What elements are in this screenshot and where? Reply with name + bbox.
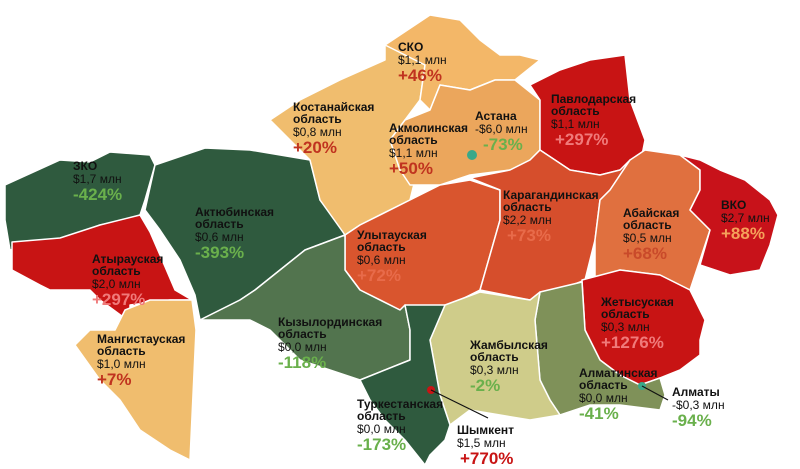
label-zhambyl: Жамбылская область $0,3 млн -2%: [470, 338, 548, 395]
label-vko: ВКО $2,7 млн +88%: [721, 198, 770, 243]
shymkent-leader-line: [430, 389, 489, 419]
label-ulytau: Улытауская область $0,6 млн +72%: [357, 228, 427, 285]
label-kyzylorda: Кызылординская область $0,0 млн -118%: [278, 315, 383, 372]
astana-dot: [467, 150, 477, 160]
label-almaty-obl: Алматинская область $0,0 млн -41%: [579, 366, 658, 423]
label-karaganda: Карагандинская область $2,2 млн +73%: [503, 188, 599, 245]
label-mangystau: Мангистауская область $1,0 млн +7%: [97, 332, 186, 389]
label-almaty: Алматы -$0,3 млн -94%: [672, 385, 725, 430]
label-akmola: Акмолинская область $1,1 млн +50%: [389, 121, 469, 178]
region-mangystau[interactable]: [74, 299, 197, 461]
label-turkestan: Туркестанская область $0,0 млн -173%: [357, 397, 444, 454]
label-atyrau: Атырауская область $2,0 млн +297%: [92, 252, 164, 309]
label-kostanay: Костанайская область $0,8 млн +20%: [293, 100, 375, 157]
label-pavlodar: Павлодарская область $1,1 млн +297%: [551, 92, 637, 149]
label-shymkent: Шымкент $1,5 млн +770%: [457, 423, 514, 468]
region-turkestan[interactable]: [359, 304, 451, 466]
almaty-leader-line: [641, 385, 669, 401]
label-zhetysu: Жетысуская область $0,3 млн +1276%: [601, 295, 674, 352]
label-aktobe: Актюбинская область $0,6 млн -393%: [195, 205, 275, 262]
label-zko: ЗКО $1,7 млн -424%: [73, 159, 123, 204]
label-astana: Астана -$6,0 млн -73%: [475, 109, 528, 154]
label-sko: СКО $1,1 млн +46%: [398, 40, 447, 85]
region-kyzylorda[interactable]: [199, 234, 411, 381]
label-abai: Абайская область $0,5 млн +68%: [623, 206, 680, 263]
region-vko[interactable]: [679, 154, 779, 276]
